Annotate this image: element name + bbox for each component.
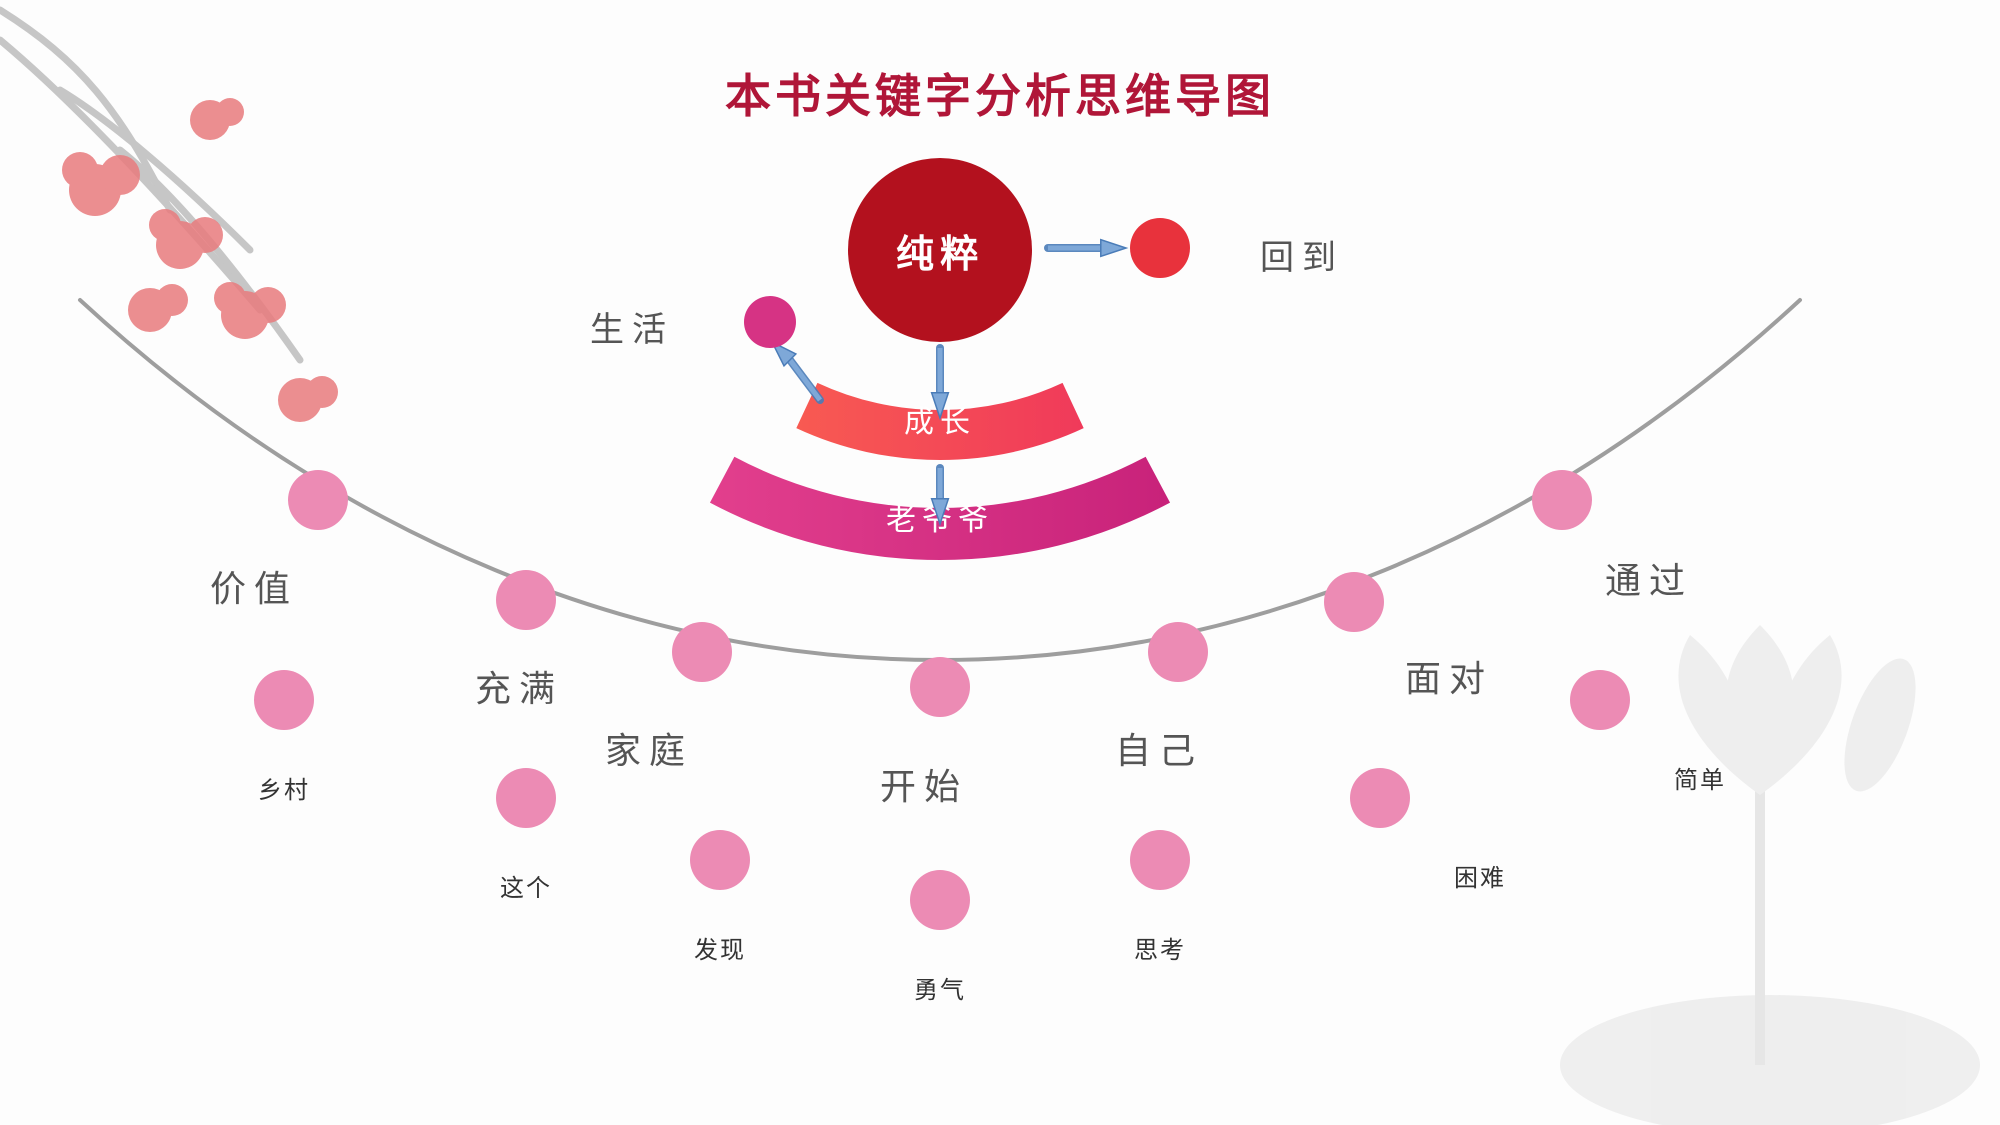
secondary-node-label-6: 简单 — [1674, 760, 1726, 795]
diagram-svg: 成长老爷爷 — [0, 0, 2000, 1125]
curve-node-label-5: 面对 — [1405, 650, 1493, 702]
center-node-label: 纯粹 — [896, 223, 984, 278]
life-dot — [744, 296, 796, 348]
right-dot — [1130, 218, 1190, 278]
curve-node-label-0: 价值 — [210, 560, 298, 612]
page-title: 本书关键字分析思维导图 — [0, 60, 2000, 126]
secondary-node-5 — [1350, 768, 1410, 828]
curve-node-label-4: 自己 — [1115, 722, 1203, 774]
curve-node-6 — [1532, 470, 1592, 530]
curve-node-3 — [910, 657, 970, 717]
center-node: 纯粹 — [848, 158, 1032, 342]
secondary-node-2 — [690, 830, 750, 890]
secondary-node-1 — [496, 768, 556, 828]
secondary-node-label-2: 发现 — [694, 930, 746, 965]
curve-node-label-6: 通过 — [1605, 552, 1693, 604]
curve-node-label-2: 家庭 — [605, 722, 693, 774]
mindmap-stage: 本书关键字分析思维导图 成长老爷爷 纯粹 回到生活价值充满家庭开始 自己 面对 通过乡… — [0, 0, 2000, 1125]
secondary-node-label-4: 思考 — [1134, 930, 1186, 965]
secondary-node-3 — [910, 870, 970, 930]
secondary-node-label-1: 这个 — [500, 868, 552, 903]
secondary-node-label-0: 乡村 — [258, 770, 310, 805]
secondary-node-4 — [1130, 830, 1190, 890]
curve-node-2 — [672, 622, 732, 682]
curve-node-1 — [496, 570, 556, 630]
curve-node-label-1: 充满 — [475, 660, 563, 712]
secondary-node-label-3: 勇气 — [914, 970, 966, 1005]
curve-node-5 — [1324, 572, 1384, 632]
secondary-node-label-5: 困难 — [1454, 858, 1506, 893]
curve-node-0 — [288, 470, 348, 530]
svg-text:老爷爷: 老爷爷 — [886, 504, 994, 537]
curve-node-4 — [1148, 622, 1208, 682]
curve-node-label-3: 开始 — [880, 758, 968, 810]
right-dot-label: 回到 — [1260, 230, 1344, 279]
svg-text:成长: 成长 — [904, 406, 976, 439]
secondary-node-0 — [254, 670, 314, 730]
secondary-node-6 — [1570, 670, 1630, 730]
life-label: 生活 — [590, 302, 674, 351]
